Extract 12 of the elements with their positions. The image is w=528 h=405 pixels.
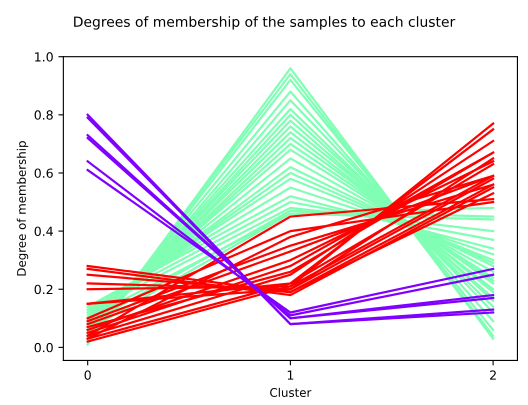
y-tick-label: 0.6 — [34, 168, 53, 178]
y-axis-title: Degree of membership — [16, 141, 28, 276]
x-tick-label: 0 — [84, 370, 91, 380]
x-tick-label: 1 — [288, 370, 294, 380]
chart-title: Degrees of membership of the samples to each cluster — [74, 16, 456, 30]
y-tick-label: 0.0 — [34, 342, 53, 352]
y-tick-label: 0.2 — [34, 284, 52, 294]
x-axis-title: Cluster — [270, 388, 312, 397]
x-tick-label: 2 — [490, 370, 496, 380]
y-tick-label: 0.4 — [34, 226, 53, 236]
y-tick-label: 1.0 — [35, 52, 53, 62]
y-tick-label: 0.8 — [34, 110, 53, 120]
